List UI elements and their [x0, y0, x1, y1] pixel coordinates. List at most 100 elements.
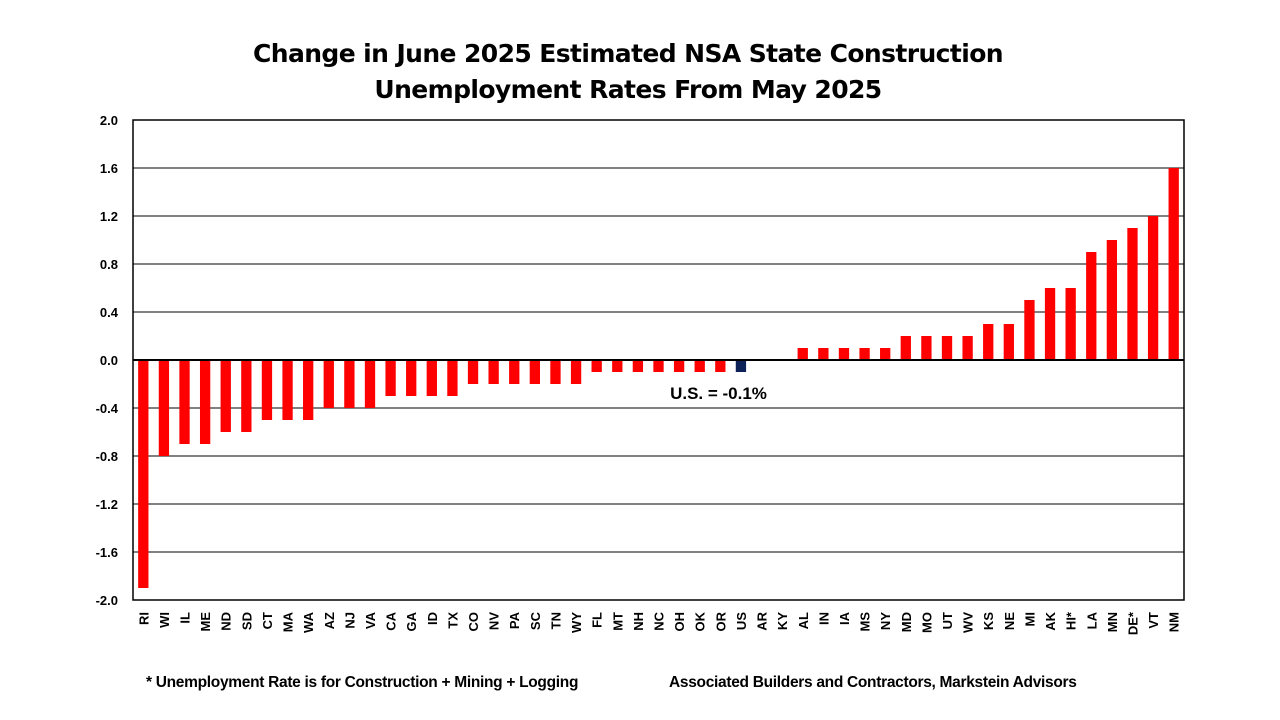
x-tick-label: ND	[219, 612, 234, 631]
footnote-asterisk: * Unemployment Rate is for Construction …	[146, 674, 579, 691]
bar-nv	[488, 360, 499, 384]
y-tick-label: 0.4	[100, 305, 119, 320]
bars	[138, 168, 1179, 588]
bar-al	[797, 348, 808, 360]
bar-mo	[921, 336, 932, 360]
bar-ma	[282, 360, 293, 420]
x-tick-label: CA	[384, 611, 399, 630]
y-tick-label: 1.6	[100, 161, 118, 176]
x-tick-label: AR	[755, 611, 770, 630]
x-tick-label: MO	[919, 612, 934, 633]
bar-pa	[509, 360, 520, 384]
x-tick-label: MS	[858, 612, 873, 632]
bar-ne	[1003, 324, 1014, 360]
x-tick-label: NJ	[342, 612, 357, 629]
y-tick-label: -0.4	[96, 401, 119, 416]
bar-mt	[612, 360, 623, 372]
bar-va	[364, 360, 376, 408]
bar-ca	[385, 360, 396, 396]
footnote-source: Associated Builders and Contractors, Mar…	[669, 674, 1077, 691]
bar-ok	[694, 360, 705, 372]
y-tick-label: -0.8	[96, 449, 118, 464]
x-tick-label: ID	[425, 612, 440, 625]
x-tick-label: MI	[1022, 612, 1037, 626]
bar-ny	[880, 348, 891, 360]
bar-de	[1127, 228, 1138, 360]
x-tick-label: IA	[837, 611, 852, 625]
x-tick-label: WA	[301, 611, 316, 633]
y-tick-label: -1.6	[96, 545, 118, 560]
y-tick-label: -1.2	[96, 497, 118, 512]
x-tick-label: NC	[652, 611, 667, 630]
x-tick-label: KY	[775, 612, 790, 630]
x-tick-label: WV	[961, 612, 976, 633]
bar-ct	[261, 360, 273, 420]
bar-nc	[653, 360, 664, 372]
bar-fl	[591, 360, 602, 372]
bar-id	[426, 360, 437, 396]
bar-us	[735, 360, 747, 372]
x-tick-label: FL	[590, 612, 605, 628]
x-tick-label: TX	[445, 612, 460, 629]
x-tick-label: MA	[281, 611, 296, 632]
bar-oh	[673, 360, 685, 372]
bar-ia	[838, 348, 850, 360]
bar-hi	[1065, 288, 1076, 360]
x-tick-label: SD	[239, 612, 254, 630]
y-tick-label: 1.2	[100, 209, 118, 224]
x-axis-tick-labels: RI WI IL ME ND SD CT MA WA AZ NJ VA CA GA ID TX CO NV PA SC…	[136, 611, 1181, 635]
x-tick-label: AZ	[322, 612, 337, 629]
x-tick-label: VT	[1146, 612, 1161, 629]
chart-title-line-2: Unemployment Rates From May 2025	[374, 75, 882, 104]
x-tick-label: NE	[1002, 612, 1017, 630]
x-tick-label: IL	[178, 612, 193, 624]
bar-or	[715, 360, 726, 372]
x-tick-label: ME	[198, 612, 213, 632]
x-tick-label: SC	[528, 611, 543, 630]
x-tick-label: DE*	[1125, 611, 1140, 635]
x-tick-label: MN	[1105, 612, 1120, 632]
chart-title-line-1: Change in June 2025 Estimated NSA State …	[253, 39, 1004, 68]
bar-ga	[406, 360, 417, 396]
bar-vt	[1147, 216, 1159, 360]
x-tick-label: WI	[157, 612, 172, 628]
bar-nd	[220, 360, 231, 432]
x-tick-label: UT	[940, 612, 955, 629]
bar-nm	[1168, 168, 1179, 360]
x-tick-label: LA	[1084, 611, 1099, 629]
y-tick-label: 2.0	[100, 113, 118, 128]
bar-il	[179, 360, 190, 444]
x-tick-label: NV	[487, 612, 502, 630]
bar-mn	[1106, 240, 1118, 360]
x-tick-label: NM	[1167, 612, 1182, 632]
x-tick-label: NY	[878, 612, 893, 630]
x-tick-label: HI*	[1064, 611, 1079, 630]
x-tick-label: VA	[363, 611, 378, 629]
x-tick-label: US	[734, 612, 749, 630]
bar-sc	[529, 360, 541, 384]
x-tick-label: WY	[569, 612, 584, 633]
bar-ms	[859, 348, 870, 360]
bar-nj	[344, 360, 355, 408]
us-annotation: U.S. = -0.1%	[670, 384, 767, 403]
y-tick-label: 0.0	[100, 353, 118, 368]
x-tick-label: KS	[981, 612, 996, 630]
bar-wa	[303, 360, 314, 420]
bar-wi	[158, 360, 170, 456]
x-tick-label: AK	[1043, 611, 1058, 630]
bar-ut	[941, 336, 953, 360]
x-tick-label: OH	[672, 612, 687, 632]
bar-ak	[1044, 288, 1056, 360]
x-tick-label: PA	[507, 611, 522, 629]
bar-az	[323, 360, 334, 408]
x-tick-label: OK	[693, 611, 708, 631]
x-tick-label: TN	[548, 612, 563, 629]
bar-in	[818, 348, 829, 360]
bar-la	[1086, 252, 1097, 360]
bar-nh	[632, 360, 644, 372]
bar-me	[199, 360, 211, 444]
y-tick-label: -2.0	[96, 593, 118, 608]
x-tick-label: NH	[631, 612, 646, 631]
x-tick-label: MD	[899, 612, 914, 632]
